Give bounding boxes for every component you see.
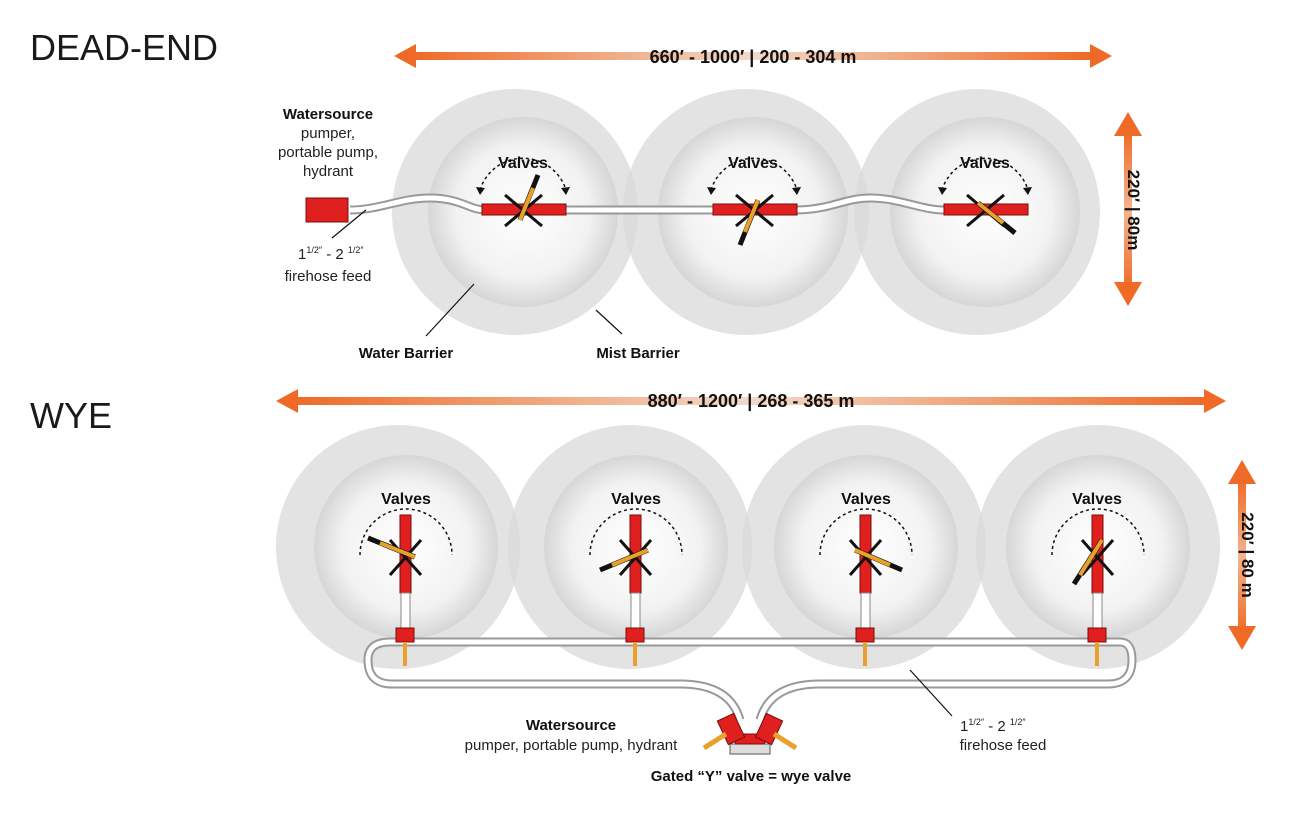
- wye-height-arrow: [1228, 460, 1256, 650]
- valves-label: Valves: [498, 155, 548, 172]
- dead-end-width-label: 660′ - 1000′ | 200 - 304 m: [650, 47, 857, 67]
- wye-feed-pointer: [909, 669, 953, 717]
- wye-watersource-title: Watersource: [526, 717, 616, 734]
- wye-height-label: 220′ | 80 m: [1238, 512, 1257, 597]
- valve-unit: [1051, 508, 1145, 666]
- valves-label: Valves: [381, 491, 431, 508]
- feed-pointer: [331, 209, 367, 239]
- valve-unit: [938, 157, 1032, 235]
- dead-end-zones: [392, 89, 1100, 335]
- valve-unit: [359, 508, 453, 666]
- valves-label: Valves: [611, 491, 661, 508]
- firehose-line-inner: [349, 195, 946, 213]
- wye-width-arrow: [276, 389, 1226, 413]
- valves-label: Valves: [728, 155, 778, 172]
- water-barrier-pointer: [425, 283, 475, 337]
- wye-feed-caption: firehose feed: [960, 737, 1047, 754]
- wye-watersource-line: pumper, portable pump, hydrant: [465, 737, 678, 754]
- dead-end-height-arrow: [1114, 112, 1142, 306]
- wye-title: WYE: [30, 395, 112, 436]
- valves-label: Valves: [960, 155, 1010, 172]
- wye-feed-size-label: 11/2″ - 2 1/2″: [960, 717, 1026, 735]
- dead-end-title: DEAD-END: [30, 27, 218, 68]
- wye-width-label: 880′ - 1200′ | 268 - 365 m: [648, 391, 855, 411]
- wye-valve: [702, 712, 798, 755]
- watersource-line: pumper,: [301, 125, 355, 142]
- valve-unit: [476, 157, 570, 228]
- firehose-loop: [363, 637, 1137, 722]
- feed-size-label: 11/2″ - 2 1/2″: [298, 245, 364, 263]
- dead-end-height-label: 220′ | 80m: [1124, 170, 1143, 251]
- firehose-loop-inner: [365, 639, 1135, 721]
- gated-valve-label: Gated “Y” valve = wye valve: [651, 768, 852, 785]
- valve-unit: [589, 508, 683, 666]
- dead-end-width-arrow: [394, 44, 1112, 68]
- watersource-box: [305, 197, 349, 223]
- watersource-line: portable pump,: [278, 144, 378, 161]
- feed-caption: firehose feed: [285, 268, 372, 285]
- valves-label: Valves: [1072, 491, 1122, 508]
- valves-label: Valves: [841, 491, 891, 508]
- valve-unit: [819, 508, 913, 666]
- watersource-line: hydrant: [303, 163, 354, 180]
- valve-unit: [707, 157, 801, 246]
- mist-barrier-label: Mist Barrier: [596, 345, 680, 362]
- water-barrier-label: Water Barrier: [359, 345, 454, 362]
- mist-barrier-pointer: [595, 309, 623, 335]
- watersource-title: Watersource: [283, 106, 373, 123]
- wye-zones: [276, 425, 1220, 669]
